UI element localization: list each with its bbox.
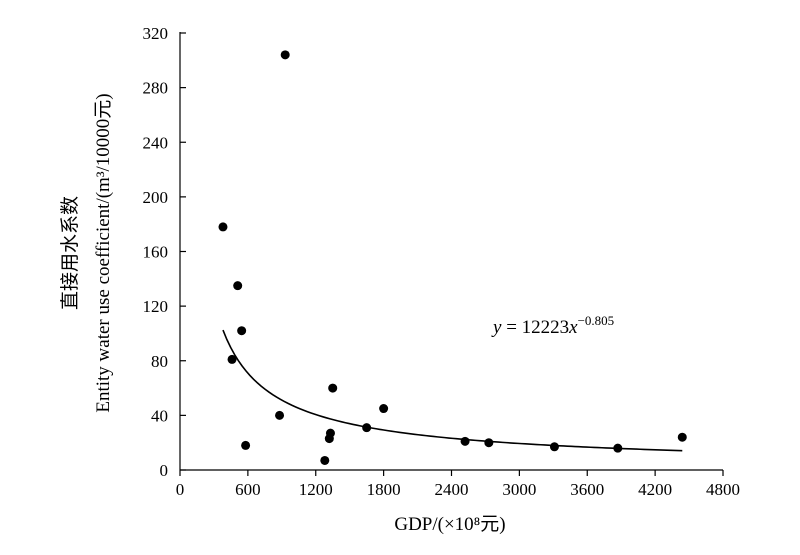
y-tick-label: 40 bbox=[151, 406, 168, 425]
y-tick-label: 280 bbox=[143, 79, 169, 98]
data-point bbox=[613, 443, 623, 453]
data-point bbox=[362, 423, 372, 433]
x-tick-label: 600 bbox=[235, 480, 261, 499]
equation-y: y bbox=[491, 317, 502, 338]
x-tick-label: 0 bbox=[176, 480, 185, 499]
x-tick-label: 4200 bbox=[638, 480, 672, 499]
y-tick-label: 80 bbox=[151, 352, 168, 371]
data-point bbox=[241, 440, 251, 450]
data-point bbox=[549, 442, 559, 452]
data-point bbox=[275, 410, 285, 420]
data-point bbox=[484, 438, 494, 448]
equation-x: x bbox=[568, 317, 578, 338]
data-point bbox=[218, 222, 228, 232]
equation-exponent: −0.805 bbox=[578, 313, 615, 328]
ticks: 0 600 1200 1800 2400 3000 3600 4200 4800 0 40 80 120… bbox=[143, 24, 741, 499]
data-point bbox=[237, 326, 247, 336]
data-point bbox=[320, 455, 330, 465]
y-axis-title-chinese: 直接用水系数 bbox=[59, 196, 81, 310]
fit-equation: y = 12223x−0.805 bbox=[491, 313, 614, 338]
data-point bbox=[677, 432, 687, 442]
y-tick-label: 200 bbox=[143, 188, 169, 207]
y-tick-label: 0 bbox=[160, 461, 169, 480]
data-point bbox=[227, 354, 237, 364]
data-point bbox=[379, 404, 389, 414]
x-axis-title: GDP/(×10⁸元) bbox=[394, 514, 505, 535]
fit-curve bbox=[222, 329, 683, 452]
axes bbox=[179, 32, 723, 471]
data-point bbox=[280, 50, 290, 60]
fit-curve-group bbox=[222, 329, 683, 452]
x-tick-label: 1200 bbox=[299, 480, 333, 499]
data-point bbox=[460, 436, 470, 446]
x-tick-label: 3600 bbox=[570, 480, 604, 499]
y-tick-label: 320 bbox=[143, 24, 169, 43]
data-point bbox=[325, 428, 335, 438]
data-point bbox=[328, 383, 338, 393]
x-tick-label: 2400 bbox=[435, 480, 469, 499]
x-tick-label: 3000 bbox=[502, 480, 536, 499]
y-axis-title-english: Entity water use coefficient/(m³/10000元) bbox=[93, 93, 114, 412]
y-tick-label: 160 bbox=[143, 243, 169, 262]
data-point bbox=[233, 281, 243, 291]
x-tick-label: 1800 bbox=[367, 480, 401, 499]
y-tick-label: 240 bbox=[143, 133, 169, 152]
y-tick-label: 120 bbox=[143, 297, 169, 316]
equation-coefficient: = 12223 bbox=[501, 317, 569, 338]
x-tick-label: 4800 bbox=[706, 480, 740, 499]
data-points bbox=[218, 50, 687, 465]
